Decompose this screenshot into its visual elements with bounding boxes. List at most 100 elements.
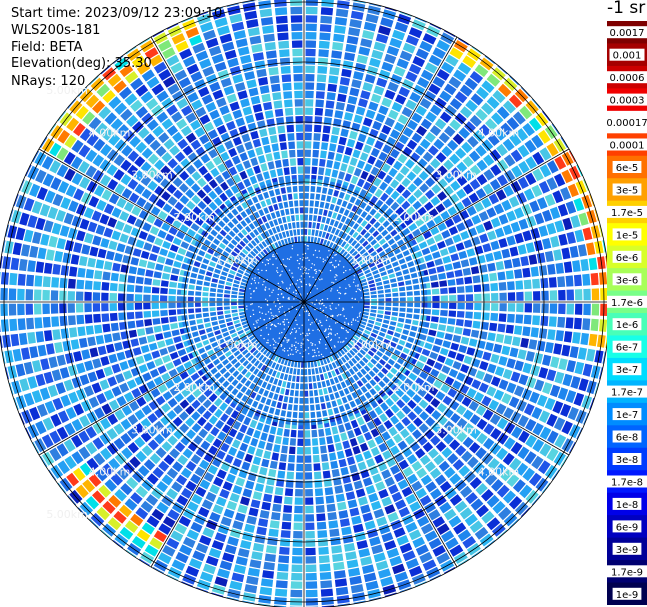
beta-gate (502, 224, 513, 236)
beta-gate (208, 547, 222, 559)
beta-gate (215, 174, 225, 184)
beta-gate (397, 239, 405, 247)
beta-gate (294, 200, 299, 207)
beta-gate (267, 161, 275, 170)
texture-dot (250, 283, 253, 285)
beta-gate (246, 363, 253, 370)
beta-gate (461, 141, 473, 154)
beta-gate (35, 217, 46, 231)
beta-gate (269, 220, 275, 228)
beta-gate (337, 247, 343, 254)
beta-gate (546, 447, 559, 462)
beta-gate (492, 500, 506, 514)
beta-gate (160, 310, 168, 317)
beta-gate (294, 99, 303, 107)
beta-gate (78, 144, 91, 158)
beta-gate (126, 312, 135, 320)
beta-gate (282, 437, 289, 446)
beta-gate (399, 50, 413, 62)
beta-gate (224, 454, 234, 464)
beta-gate (127, 150, 139, 162)
texture-dot (319, 279, 321, 281)
beta-gate (146, 76, 160, 89)
beta-gate (392, 29, 406, 41)
beta-gate (418, 399, 429, 409)
beta-gate (467, 135, 479, 148)
beta-gate (62, 252, 72, 264)
beta-gate (578, 378, 589, 392)
beta-gate (542, 482, 551, 494)
beta-gate (391, 101, 403, 113)
beta-gate (367, 361, 374, 369)
beta-gate (242, 531, 254, 542)
beta-gate (314, 124, 322, 133)
beta-gate (338, 171, 346, 180)
range-label: 4.00km (89, 126, 131, 139)
beta-gate (537, 197, 548, 210)
beta-gate (547, 263, 556, 275)
beta-gate (85, 496, 100, 510)
texture-dot (301, 259, 304, 261)
beta-gate (274, 487, 284, 496)
beta-gate (215, 334, 223, 340)
beta-gate (318, 208, 323, 215)
beta-gate (414, 296, 421, 302)
beta-gate (473, 130, 485, 142)
beta-gate (492, 90, 506, 104)
beta-gate (140, 175, 152, 187)
beta-gate (258, 243, 265, 250)
beta-gate (467, 367, 478, 377)
beta-gate (412, 278, 419, 284)
beta-gate (221, 271, 228, 277)
beta-gate (17, 273, 26, 286)
beta-gate (534, 212, 545, 225)
beta-gate (134, 409, 146, 421)
beta-gate (188, 308, 195, 314)
beta-gate (114, 102, 127, 115)
beta-gate (439, 481, 452, 493)
beta-gate (304, 200, 309, 207)
beta-gate (356, 540, 368, 550)
beta-gate (440, 287, 448, 294)
beta-gate (366, 258, 374, 265)
texture-dot (283, 324, 286, 326)
beta-gate (288, 141, 295, 150)
beta-gate (239, 285, 246, 290)
texture-dot (324, 259, 326, 261)
beta-gate (339, 77, 350, 86)
beta-gate (365, 580, 379, 591)
beta-gate (127, 178, 139, 190)
beta-gate (457, 294, 465, 302)
beta-gate (524, 291, 532, 301)
beta-gate (582, 273, 591, 286)
beta-gate (486, 207, 497, 218)
beta-gate (21, 244, 31, 257)
beta-gate (305, 564, 317, 572)
beta-gate (305, 556, 317, 564)
beta-gate (459, 507, 473, 520)
beta-gate (447, 279, 456, 286)
beta-gate (349, 437, 358, 447)
beta-gate (253, 340, 260, 346)
beta-gate (506, 382, 517, 394)
beta-gate (384, 53, 397, 64)
texture-dot (273, 340, 276, 342)
colorbar-label-bg (607, 138, 647, 151)
beta-gate (196, 587, 208, 593)
texture-dot (318, 269, 320, 272)
beta-gate (318, 428, 325, 437)
beta-gate (199, 58, 212, 69)
beta-gate (325, 100, 335, 109)
beta-gate (400, 352, 408, 360)
texture-dot (279, 275, 281, 277)
texture-dot (291, 344, 293, 346)
beta-gate (368, 492, 379, 503)
beta-gate (160, 178, 171, 189)
beta-gate (119, 211, 130, 222)
beta-gate (328, 242, 334, 249)
beta-gate (76, 291, 84, 301)
beta-gate (215, 97, 227, 108)
beta-gate (472, 275, 481, 284)
texture-dot (265, 327, 268, 329)
beta-gate (341, 526, 352, 536)
